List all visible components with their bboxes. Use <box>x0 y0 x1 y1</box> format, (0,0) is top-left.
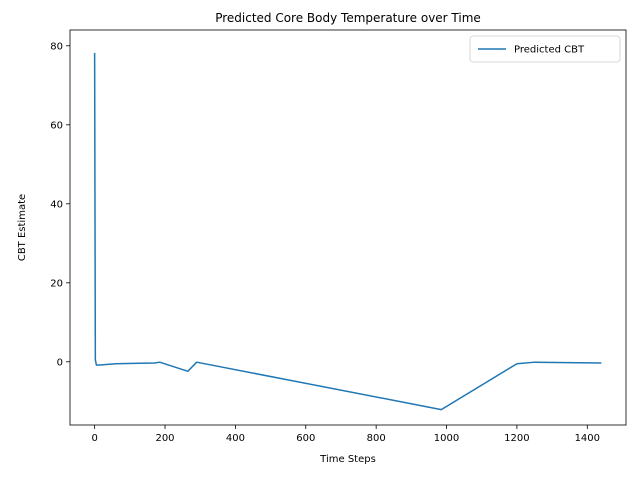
legend-label: Predicted CBT <box>514 45 585 56</box>
y-tick-label: 20 <box>50 278 63 289</box>
x-tick-label: 200 <box>155 433 174 444</box>
x-axis-label: Time Steps <box>319 454 376 465</box>
x-tick-label: 400 <box>226 433 245 444</box>
y-axis: 0 20 40 60 80 <box>50 41 70 368</box>
chart-title: Predicted Core Body Temperature over Tim… <box>215 11 481 25</box>
legend-box <box>469 35 621 63</box>
x-tick-label: 0 <box>91 433 97 444</box>
x-axis: 0 200 400 600 800 1000 1200 1400 <box>91 425 600 444</box>
y-tick-label: 60 <box>50 120 63 131</box>
x-tick-label: 800 <box>367 433 386 444</box>
x-tick-label: 600 <box>296 433 315 444</box>
y-axis-label: CBT Estimate <box>17 194 28 261</box>
y-tick-label: 80 <box>50 41 63 52</box>
plot-frame <box>69 29 627 426</box>
legend: Predicted CBT <box>469 35 621 63</box>
x-tick-label: 1000 <box>434 433 459 444</box>
series-line <box>93 52 602 411</box>
y-tick-label: 0 <box>57 357 63 368</box>
y-tick-label: 40 <box>50 199 63 210</box>
x-tick-label: 1400 <box>575 433 600 444</box>
x-tick-label: 1200 <box>504 433 529 444</box>
